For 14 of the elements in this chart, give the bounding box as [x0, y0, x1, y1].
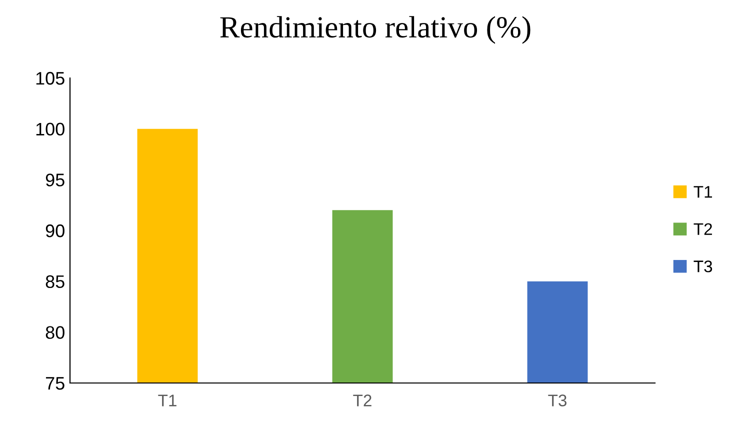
- legend-label: T2: [694, 223, 712, 235]
- y-tick-label: 100: [36, 122, 64, 136]
- y-tick-label: 95: [46, 174, 64, 186]
- x-tick-label: T2: [353, 394, 372, 406]
- y-tick-label: 105: [36, 72, 64, 85]
- legend-label: T1: [694, 186, 712, 198]
- chart-title: Rendimiento relativo (%): [220, 16, 530, 44]
- x-tick-label: T1: [158, 394, 176, 406]
- x-tick-label: T3: [548, 394, 566, 406]
- y-tick-label: 75: [46, 377, 64, 390]
- legend-label: T3: [694, 260, 712, 272]
- y-tick-label: 85: [46, 275, 64, 288]
- y-tick-label: 80: [46, 326, 64, 339]
- y-tick-label: 90: [46, 224, 64, 238]
